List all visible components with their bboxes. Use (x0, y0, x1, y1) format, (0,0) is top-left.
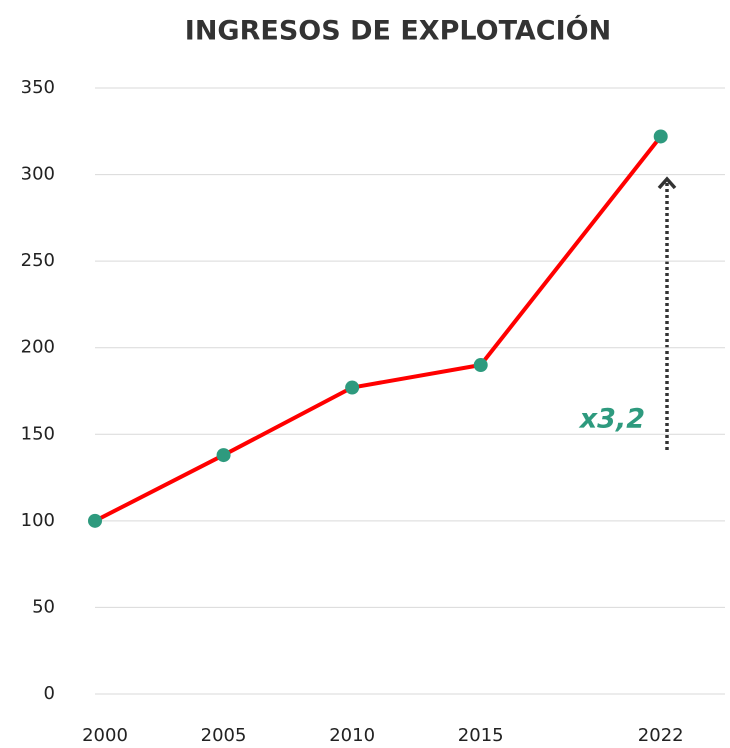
marker (345, 380, 360, 395)
marker (653, 129, 668, 144)
chart-title: INGRESOS DE EXPLOTACIÓN (185, 15, 611, 47)
x-tick-label: 2005 (201, 725, 247, 746)
x-tick-label: 2010 (329, 725, 375, 746)
line (94, 135, 663, 523)
marker (88, 513, 102, 528)
y-tick-label: 350 (21, 77, 55, 98)
y-tick-label: 50 (32, 596, 55, 617)
annotation-arrowhead (657, 176, 677, 190)
x-tick-label: 2015 (458, 725, 504, 746)
y-tick-label: 300 (21, 164, 55, 185)
y-tick-label: 200 (21, 337, 55, 358)
x-tick-label: 2000 (82, 725, 128, 746)
marker (473, 358, 488, 373)
x-tick-label: 2022 (638, 725, 684, 746)
marker (216, 448, 231, 463)
y-tick-label: 100 (21, 510, 55, 531)
y-tick-label: 250 (21, 250, 55, 271)
annotation: x3,2 (578, 404, 645, 435)
y-tick-label: 150 (21, 423, 55, 444)
y-tick-label: 0 (44, 683, 55, 704)
